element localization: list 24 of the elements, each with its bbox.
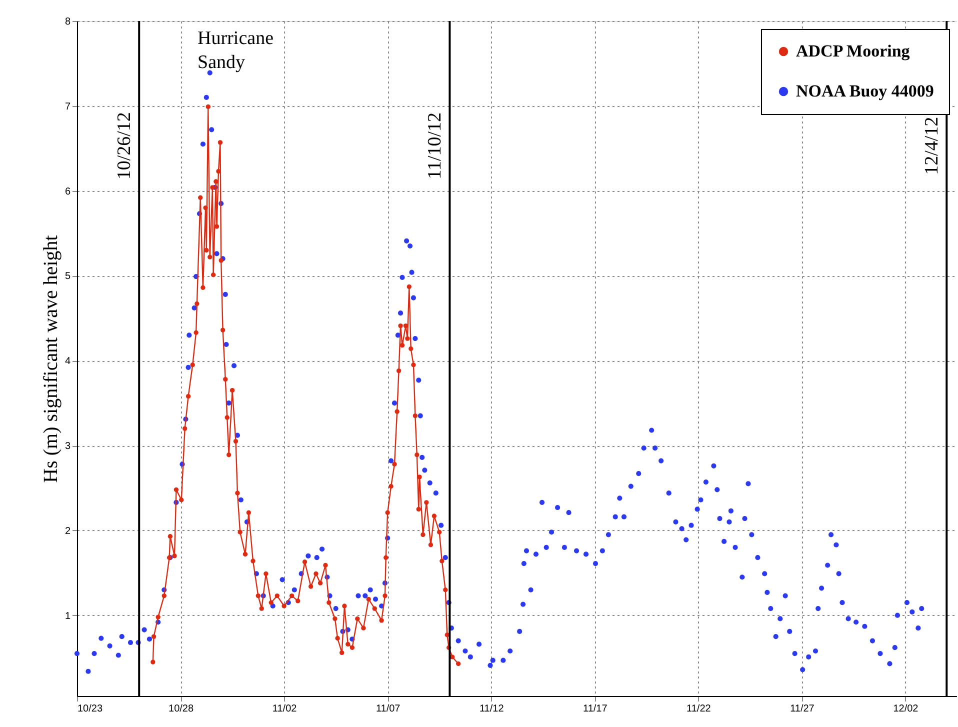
y-tick-label: 6 bbox=[64, 186, 71, 198]
y-tick-label: 4 bbox=[64, 356, 71, 368]
x-tick-label: 10/23 bbox=[78, 704, 103, 714]
legend-label: NOAA Buoy 44009 bbox=[796, 82, 934, 100]
ref-line-label: 11/10/12 bbox=[424, 112, 446, 180]
y-tick-label: 2 bbox=[64, 526, 71, 537]
x-tick-label: 11/02 bbox=[272, 704, 298, 714]
ref-line-label: 10/26/12 bbox=[114, 112, 136, 180]
x-tick-label: 12/02 bbox=[893, 704, 919, 714]
ref-line-label: 12/4/12 bbox=[922, 116, 943, 175]
x-tick-label: 11/12 bbox=[479, 704, 504, 714]
x-tick-label: 11/27 bbox=[790, 704, 815, 714]
y-tick-label: 5 bbox=[64, 271, 71, 282]
annotation: Hurricane Sandy bbox=[198, 28, 274, 74]
x-tick-label: 10/28 bbox=[168, 704, 194, 714]
y-tick-label: 8 bbox=[64, 16, 71, 28]
y-tick-label: 7 bbox=[64, 101, 71, 112]
x-tick-label: 11/17 bbox=[583, 704, 608, 714]
y-axis-title: Hs (m) significant wave height bbox=[40, 234, 62, 483]
y-tick-label: 3 bbox=[64, 441, 71, 452]
legend-label: ADCP Mooring bbox=[796, 42, 910, 60]
y-tick-label: 1 bbox=[64, 610, 71, 622]
x-tick-label: 11/22 bbox=[686, 704, 712, 714]
x-tick-label: 11/07 bbox=[376, 704, 401, 714]
